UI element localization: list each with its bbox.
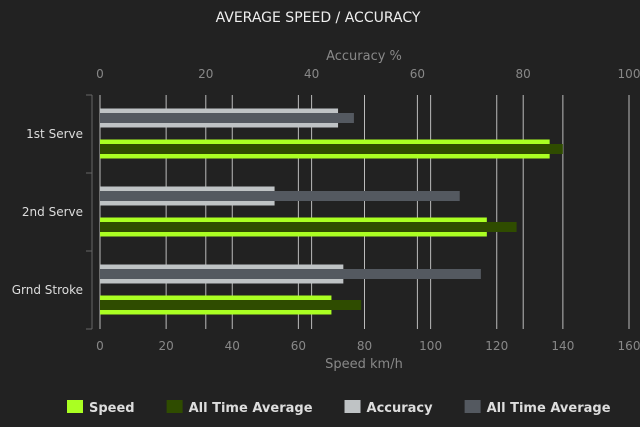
- category-label: 2nd Serve: [22, 205, 83, 219]
- top-tick-label: 60: [410, 67, 425, 81]
- bar-all-time-average: [100, 191, 460, 201]
- legend-swatch: [464, 400, 481, 413]
- bottom-tick-label: 120: [485, 339, 508, 353]
- legend-swatch: [166, 400, 183, 413]
- top-tick-label: 40: [304, 67, 319, 81]
- bar-all-time-average: [100, 269, 481, 279]
- bar-all-time-average: [100, 300, 362, 310]
- bottom-tick-label: 0: [96, 339, 104, 353]
- bottom-tick-label: 80: [357, 339, 372, 353]
- bar-all-time-average: [100, 222, 517, 232]
- category-label: 1st Serve: [26, 127, 83, 141]
- top-tick-label: 20: [198, 67, 213, 81]
- bottom-tick-label: 140: [551, 339, 574, 353]
- top-axis-label: Accuracy %: [326, 49, 402, 64]
- chart-title: AVERAGE SPEED / ACCURACY: [216, 10, 421, 26]
- bottom-tick-label: 40: [225, 339, 240, 353]
- legend-label: All Time Average: [189, 401, 313, 416]
- bottom-tick-label: 160: [618, 339, 640, 353]
- legend-label: All Time Average: [487, 401, 611, 416]
- legend-swatch: [344, 400, 361, 413]
- bottom-tick-label: 100: [419, 339, 442, 353]
- top-tick-label: 100: [618, 67, 640, 81]
- bar-all-time-average: [100, 113, 354, 123]
- category-label: Grnd Stroke: [12, 283, 83, 297]
- bar-all-time-average: [100, 144, 563, 154]
- legend-swatch: [67, 400, 83, 413]
- bottom-axis-label: Speed km/h: [325, 357, 403, 372]
- top-tick-label: 80: [516, 67, 531, 81]
- bottom-tick-label: 60: [291, 339, 306, 353]
- legend-label: Accuracy: [367, 401, 434, 416]
- legend-label: Speed: [89, 401, 135, 416]
- top-tick-label: 0: [96, 67, 104, 81]
- bottom-tick-label: 20: [158, 339, 173, 353]
